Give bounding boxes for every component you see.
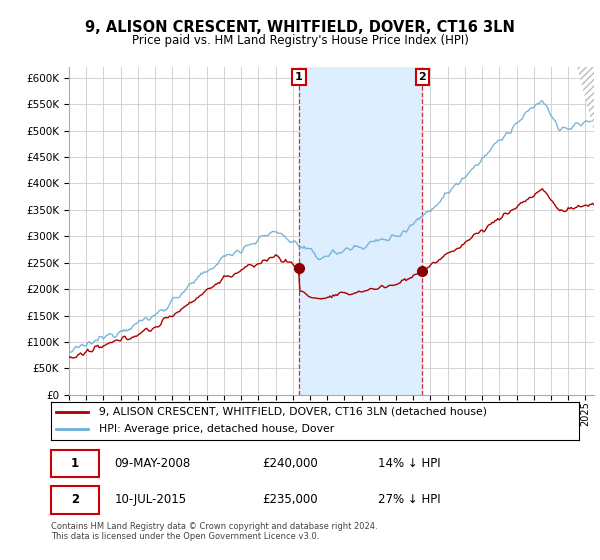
Text: Price paid vs. HM Land Registry's House Price Index (HPI): Price paid vs. HM Land Registry's House … (131, 34, 469, 46)
FancyBboxPatch shape (51, 450, 98, 477)
Text: £235,000: £235,000 (262, 493, 318, 506)
Text: 14% ↓ HPI: 14% ↓ HPI (379, 457, 441, 470)
Text: 9, ALISON CRESCENT, WHITFIELD, DOVER, CT16 3LN: 9, ALISON CRESCENT, WHITFIELD, DOVER, CT… (85, 20, 515, 35)
FancyBboxPatch shape (51, 486, 98, 514)
Text: £240,000: £240,000 (262, 457, 318, 470)
Text: HPI: Average price, detached house, Dover: HPI: Average price, detached house, Dove… (98, 424, 334, 435)
Text: 2: 2 (418, 72, 426, 82)
Text: 27% ↓ HPI: 27% ↓ HPI (379, 493, 441, 506)
Text: 1: 1 (295, 72, 303, 82)
Text: Contains HM Land Registry data © Crown copyright and database right 2024.
This d: Contains HM Land Registry data © Crown c… (51, 522, 377, 542)
Text: 9, ALISON CRESCENT, WHITFIELD, DOVER, CT16 3LN (detached house): 9, ALISON CRESCENT, WHITFIELD, DOVER, CT… (98, 407, 487, 417)
Bar (299, 67, 422, 395)
Text: 10-JUL-2015: 10-JUL-2015 (115, 493, 187, 506)
Polygon shape (577, 67, 594, 130)
Text: 1: 1 (71, 457, 79, 470)
Text: 2: 2 (71, 493, 79, 506)
Text: 09-MAY-2008: 09-MAY-2008 (115, 457, 191, 470)
